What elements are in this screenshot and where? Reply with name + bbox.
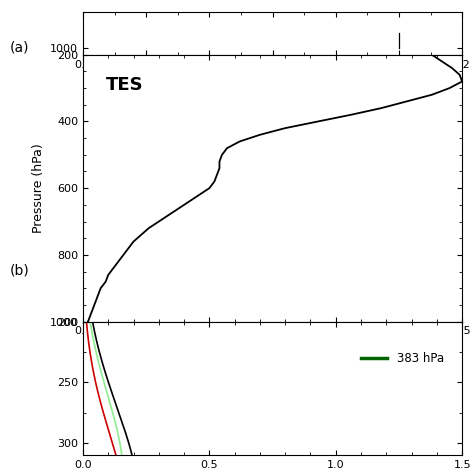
- Text: (a): (a): [9, 40, 29, 55]
- Y-axis label: Pressure (hPa): Pressure (hPa): [32, 143, 45, 233]
- Legend: 383 hPa: 383 hPa: [356, 347, 449, 370]
- Text: (b): (b): [9, 263, 29, 277]
- Text: TES: TES: [106, 76, 143, 94]
